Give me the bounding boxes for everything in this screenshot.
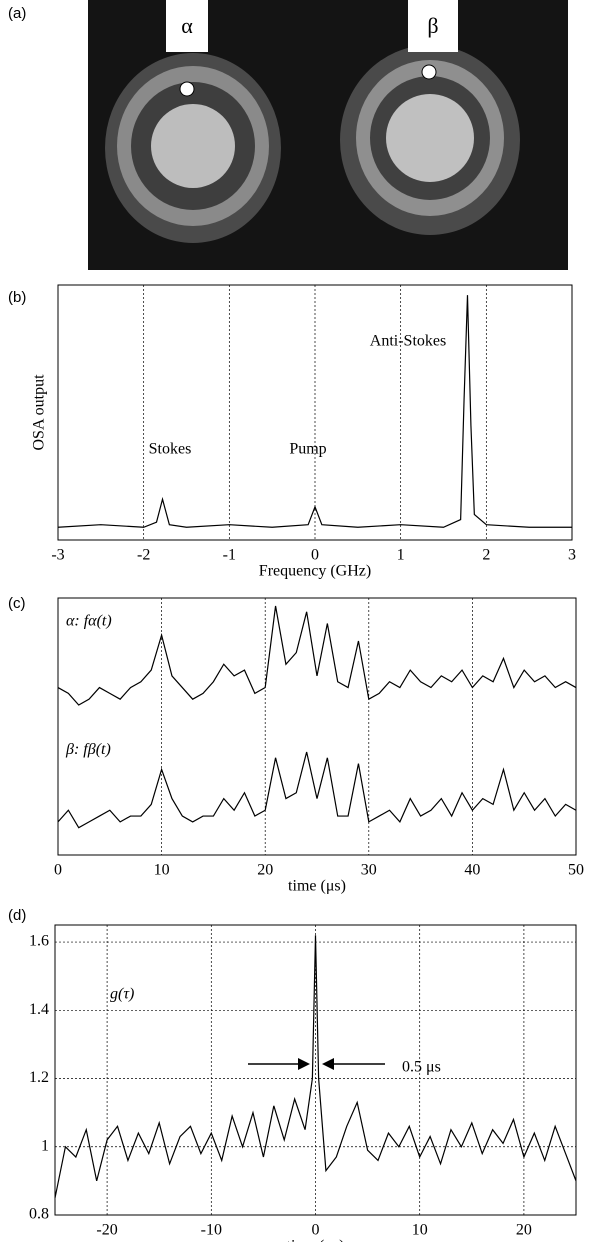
legend-label: β: fβ(t) (65, 741, 111, 758)
x-tick-label: 2 (482, 547, 490, 564)
y-tick-label: 1 (41, 1137, 49, 1154)
annotation: Anti-Stokes (370, 333, 446, 350)
plot-frame (57, 597, 577, 856)
data-line (57, 751, 577, 829)
arrow-head (298, 1058, 310, 1070)
annotation: Pump (289, 441, 326, 458)
annotation: 0.5 μs (402, 1059, 441, 1076)
x-axis-label: time (μs) (287, 1238, 345, 1242)
panel-label: (a) (8, 5, 26, 22)
label-box (166, 0, 208, 52)
x-tick-label: -3 (51, 547, 64, 564)
x-tick-label: 30 (361, 862, 377, 879)
marker (421, 64, 437, 80)
panel-a: (a) α β (8, 0, 568, 270)
x-tick-label: 40 (464, 862, 480, 879)
x-tick-label: -20 (96, 1222, 117, 1239)
panel-label: (d) (8, 907, 26, 924)
x-tick-label: 0 (311, 547, 319, 564)
label-box (408, 0, 458, 52)
x-tick-label: 20 (516, 1222, 532, 1239)
x-tick-label: 3 (568, 547, 576, 564)
label-beta: β (427, 13, 438, 38)
plot-frame (54, 924, 577, 1216)
label-alpha: α (181, 13, 193, 38)
y-tick-label: 1.6 (29, 933, 49, 950)
y-tick-label: 1.2 (29, 1069, 49, 1086)
x-tick-label: 1 (397, 547, 405, 564)
x-tick-label: -1 (223, 547, 236, 564)
x-tick-label: 10 (154, 862, 170, 879)
y-axis-label: OSA output (31, 374, 48, 451)
x-tick-label: 0 (54, 862, 62, 879)
panel-label: (c) (8, 595, 26, 612)
ring-core (151, 104, 235, 188)
y-tick-label: 1.4 (29, 1001, 49, 1018)
y-tick-label: 0.8 (29, 1206, 49, 1223)
x-tick-label: 0 (312, 1222, 320, 1239)
data-line (54, 935, 577, 1199)
x-tick-label: -2 (137, 547, 150, 564)
x-tick-label: 20 (257, 862, 273, 879)
x-tick-label: 50 (568, 862, 584, 879)
x-axis-label: time (μs) (288, 878, 346, 895)
annotation: g(τ) (110, 986, 134, 1003)
plot-frame (57, 284, 573, 541)
data-line (57, 605, 577, 706)
legend-label: α: fα(t) (66, 613, 112, 630)
x-tick-label: 10 (412, 1222, 428, 1239)
annotation: Stokes (149, 441, 192, 458)
marker (179, 81, 195, 97)
x-tick-label: -10 (201, 1222, 222, 1239)
panel-label: (b) (8, 289, 26, 306)
arrow-head (322, 1058, 334, 1070)
data-line (57, 295, 572, 528)
ring-core (386, 94, 474, 182)
x-axis-label: Frequency (GHz) (259, 563, 371, 580)
